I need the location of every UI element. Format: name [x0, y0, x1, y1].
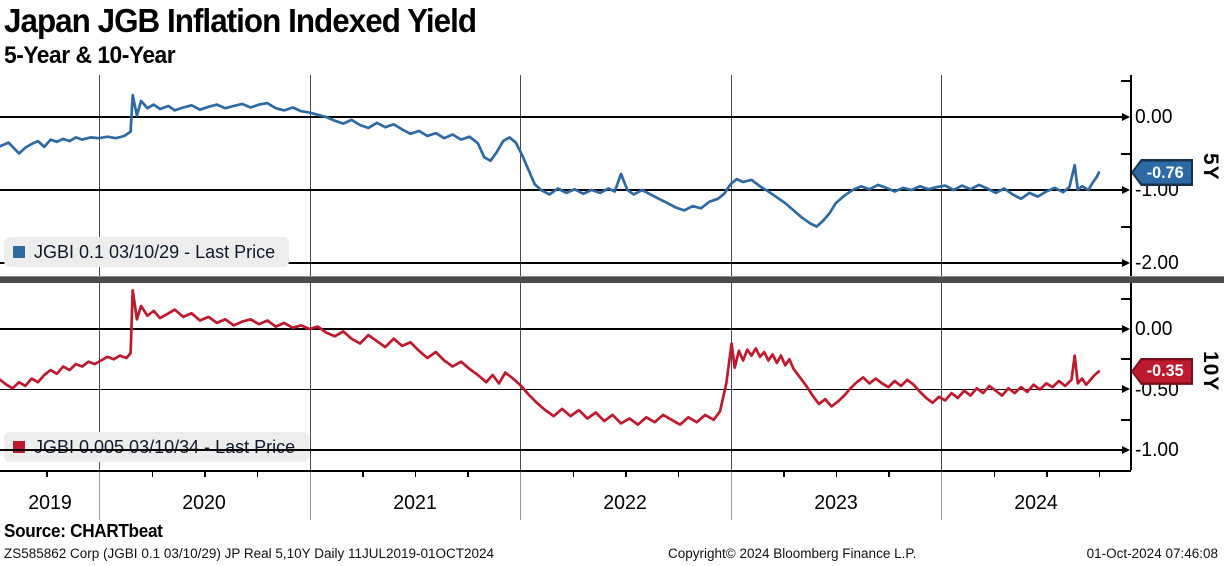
x-minor-tick [888, 471, 890, 477]
year-gridline [99, 75, 100, 470]
x-minor-tick [625, 471, 627, 477]
axis-title-5y: 5Y [1199, 152, 1222, 181]
x-minor-tick [46, 471, 48, 477]
y-minor-tick [1121, 297, 1130, 300]
y-gridline-arrow [1122, 258, 1130, 267]
x-minor-tick [414, 471, 417, 477]
x-minor-tick [256, 471, 259, 477]
legend-label-10y: JGBI 0.005 03/10/34 - Last Price [34, 436, 296, 457]
price-flag-fill: -0.76 [1133, 161, 1191, 184]
legend-swatch-blue [13, 246, 25, 258]
y-minor-tick [1121, 152, 1130, 155]
year-gridline-extension [99, 470, 100, 520]
x-minor-tick [151, 471, 154, 477]
x-axis-year-label: 2022 [603, 492, 648, 514]
x-axis-line [0, 470, 1131, 472]
legend-label-5y: JGBI 0.1 03/10/29 - Last Price [34, 241, 276, 262]
y-minor-tick [1121, 358, 1130, 361]
source-note: Source: CHARTbeat [4, 521, 163, 541]
x-minor-tick [835, 471, 838, 477]
year-gridline-extension [520, 470, 521, 520]
series-line-5y [0, 93, 1101, 228]
x-minor-tick [572, 471, 575, 477]
footer-security-info: ZS585862 Corp (JGBI 0.1 03/10/29) JP Rea… [4, 546, 495, 561]
footer-copyright: Copyright© 2024 Bloomberg Finance L.P. [668, 546, 917, 561]
panel-separator [0, 276, 1224, 283]
x-axis-year-label: 2019 [27, 492, 72, 514]
x-minor-tick [204, 471, 206, 477]
x-minor-tick [993, 471, 996, 477]
last-price-value: -0.35 [1146, 361, 1184, 381]
price-flag-5y: -0.76 [1131, 159, 1193, 186]
y-gridline [0, 116, 1122, 118]
year-gridline-extension [309, 470, 311, 520]
y-gridline-arrow [1122, 445, 1130, 454]
y-tick-label: -1.00 [1135, 439, 1179, 461]
x-minor-tick [1046, 471, 1048, 477]
y-gridline-arrow [1122, 385, 1130, 393]
x-minor-tick [362, 471, 364, 477]
page-title: Japan JGB Inflation Indexed Yield [4, 2, 477, 39]
price-flag-10y: -0.35 [1131, 357, 1193, 385]
y-gridline-arrow [1122, 324, 1130, 333]
y-axis-line [1130, 75, 1132, 276]
year-gridline-extension [730, 470, 732, 520]
y-gridline-arrow [1122, 185, 1130, 194]
y-gridline [0, 388, 1122, 391]
year-gridline-extension [941, 470, 942, 520]
y-gridline [0, 262, 1122, 264]
y-minor-tick [1121, 79, 1130, 82]
x-axis-year-label: 2023 [813, 492, 858, 514]
y-minor-tick [1121, 418, 1130, 421]
x-minor-tick [1098, 471, 1101, 477]
y-tick-label: -2.00 [1135, 252, 1179, 274]
x-axis-year-label: 2024 [1013, 492, 1058, 514]
series-line-10y [0, 288, 1101, 426]
x-minor-tick [467, 471, 469, 477]
y-gridline-arrow [1122, 112, 1130, 121]
y-gridline [0, 328, 1122, 330]
legend-5y: JGBI 0.1 03/10/29 - Last Price [4, 237, 290, 267]
price-flag-fill: -0.35 [1133, 360, 1191, 383]
year-gridline [730, 75, 732, 470]
x-axis-year-label: 2020 [182, 492, 227, 514]
y-tick-label: 0.00 [1135, 318, 1173, 340]
x-minor-tick [677, 471, 680, 477]
year-gridline [309, 75, 311, 470]
x-minor-tick [783, 471, 785, 477]
y-axis-line [1130, 283, 1132, 470]
chart-subtitle: 5-Year & 10-Year [4, 42, 176, 69]
y-tick-label: 0.00 [1135, 106, 1173, 128]
x-axis-year-label: 2021 [392, 492, 437, 514]
footer-timestamp: 01-Oct-2024 07:46:08 [1086, 546, 1218, 561]
legend-10y: JGBI 0.005 03/10/34 - Last Price [4, 432, 310, 462]
last-price-value: -0.76 [1146, 162, 1184, 182]
y-minor-tick [1121, 225, 1130, 228]
year-gridline [520, 75, 521, 470]
year-gridline [941, 75, 942, 470]
y-gridline [0, 449, 1122, 451]
axis-title-10y: 10Y [1199, 351, 1222, 392]
